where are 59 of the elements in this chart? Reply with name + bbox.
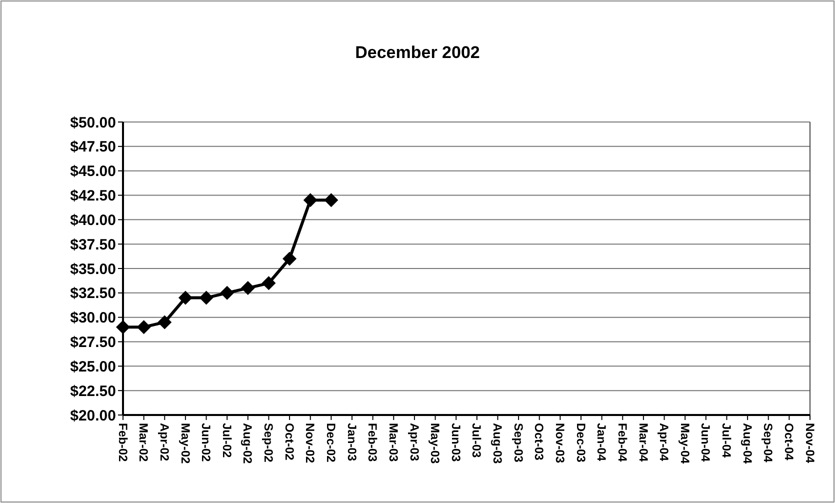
y-tick-label: $47.50 xyxy=(70,138,116,156)
y-tick-label: $35.00 xyxy=(70,260,116,278)
y-tick-label: $30.00 xyxy=(70,310,116,327)
x-tick-label: Sep-04 xyxy=(761,423,776,463)
x-tick-label: Mar-03 xyxy=(386,423,400,462)
x-tick-label: Nov-02 xyxy=(303,423,318,464)
x-tick-label: Jun-03 xyxy=(448,423,463,462)
point xyxy=(324,193,338,208)
y-tick-label: $45.00 xyxy=(70,163,116,180)
x-tick-label: Dec-02 xyxy=(324,423,338,463)
x-tick-label: Jan-03 xyxy=(344,423,359,462)
y-tick-label: $25.00 xyxy=(70,358,116,376)
y-tick-label: $22.50 xyxy=(70,382,116,400)
point xyxy=(136,320,151,334)
point xyxy=(262,276,276,290)
x-tick-label: Oct-03 xyxy=(532,423,546,461)
x-tick-label: Jun-02 xyxy=(199,423,214,462)
y-tick-label: $37.50 xyxy=(70,236,116,254)
x-tick-label: Apr-03 xyxy=(407,423,422,462)
y-tick-label: $50.00 xyxy=(70,114,116,132)
x-tick-label: Jul-02 xyxy=(220,423,234,458)
x-tick-label: Mar-02 xyxy=(136,423,151,462)
x-tick-label: Sep-03 xyxy=(511,423,526,463)
x-tick-label: Jul-04 xyxy=(720,423,734,458)
x-tick-label: Sep-02 xyxy=(262,423,276,463)
x-tick-label: Mar-04 xyxy=(636,423,650,462)
x-tick-label: Oct-04 xyxy=(782,423,796,461)
x-tick-label: Feb-04 xyxy=(615,423,630,462)
x-tick-label: Oct-02 xyxy=(282,423,296,461)
x-tick-label: May-04 xyxy=(678,423,692,464)
y-tick-label: $40.00 xyxy=(70,212,116,229)
x-tick-label: Aug-02 xyxy=(240,423,255,464)
y-tick-label: $32.50 xyxy=(70,285,116,302)
point xyxy=(220,286,234,300)
x-tick-label: Apr-02 xyxy=(157,423,172,462)
x-tick-label: Feb-02 xyxy=(116,423,130,462)
x-tick-label: Dec-03 xyxy=(574,423,588,463)
point xyxy=(199,290,214,305)
x-tick-label: Nov-03 xyxy=(552,423,567,464)
x-tick-label: Jul-03 xyxy=(470,423,484,458)
y-tick-label: $27.50 xyxy=(70,334,116,351)
x-tick-label: Feb-03 xyxy=(366,423,380,462)
x-tick-label: Nov-04 xyxy=(802,423,817,464)
point xyxy=(303,193,318,208)
point xyxy=(282,252,297,266)
x-tick-label: May-03 xyxy=(428,423,442,464)
x-tick-label: Apr-04 xyxy=(657,423,672,462)
x-tick-label: May-02 xyxy=(178,423,192,464)
point xyxy=(116,320,130,334)
point xyxy=(158,315,172,330)
point xyxy=(178,290,192,305)
y-tick-label: $20.00 xyxy=(70,407,116,424)
x-tick-label: Aug-03 xyxy=(490,423,505,464)
point xyxy=(240,281,255,296)
y-tick-label: $42.50 xyxy=(70,188,116,204)
chart-title: December 2002 xyxy=(355,43,480,62)
x-tick-label: Aug-04 xyxy=(740,423,754,464)
x-tick-label: Jan-04 xyxy=(594,423,609,462)
x-tick-label: Jun-04 xyxy=(698,423,713,462)
